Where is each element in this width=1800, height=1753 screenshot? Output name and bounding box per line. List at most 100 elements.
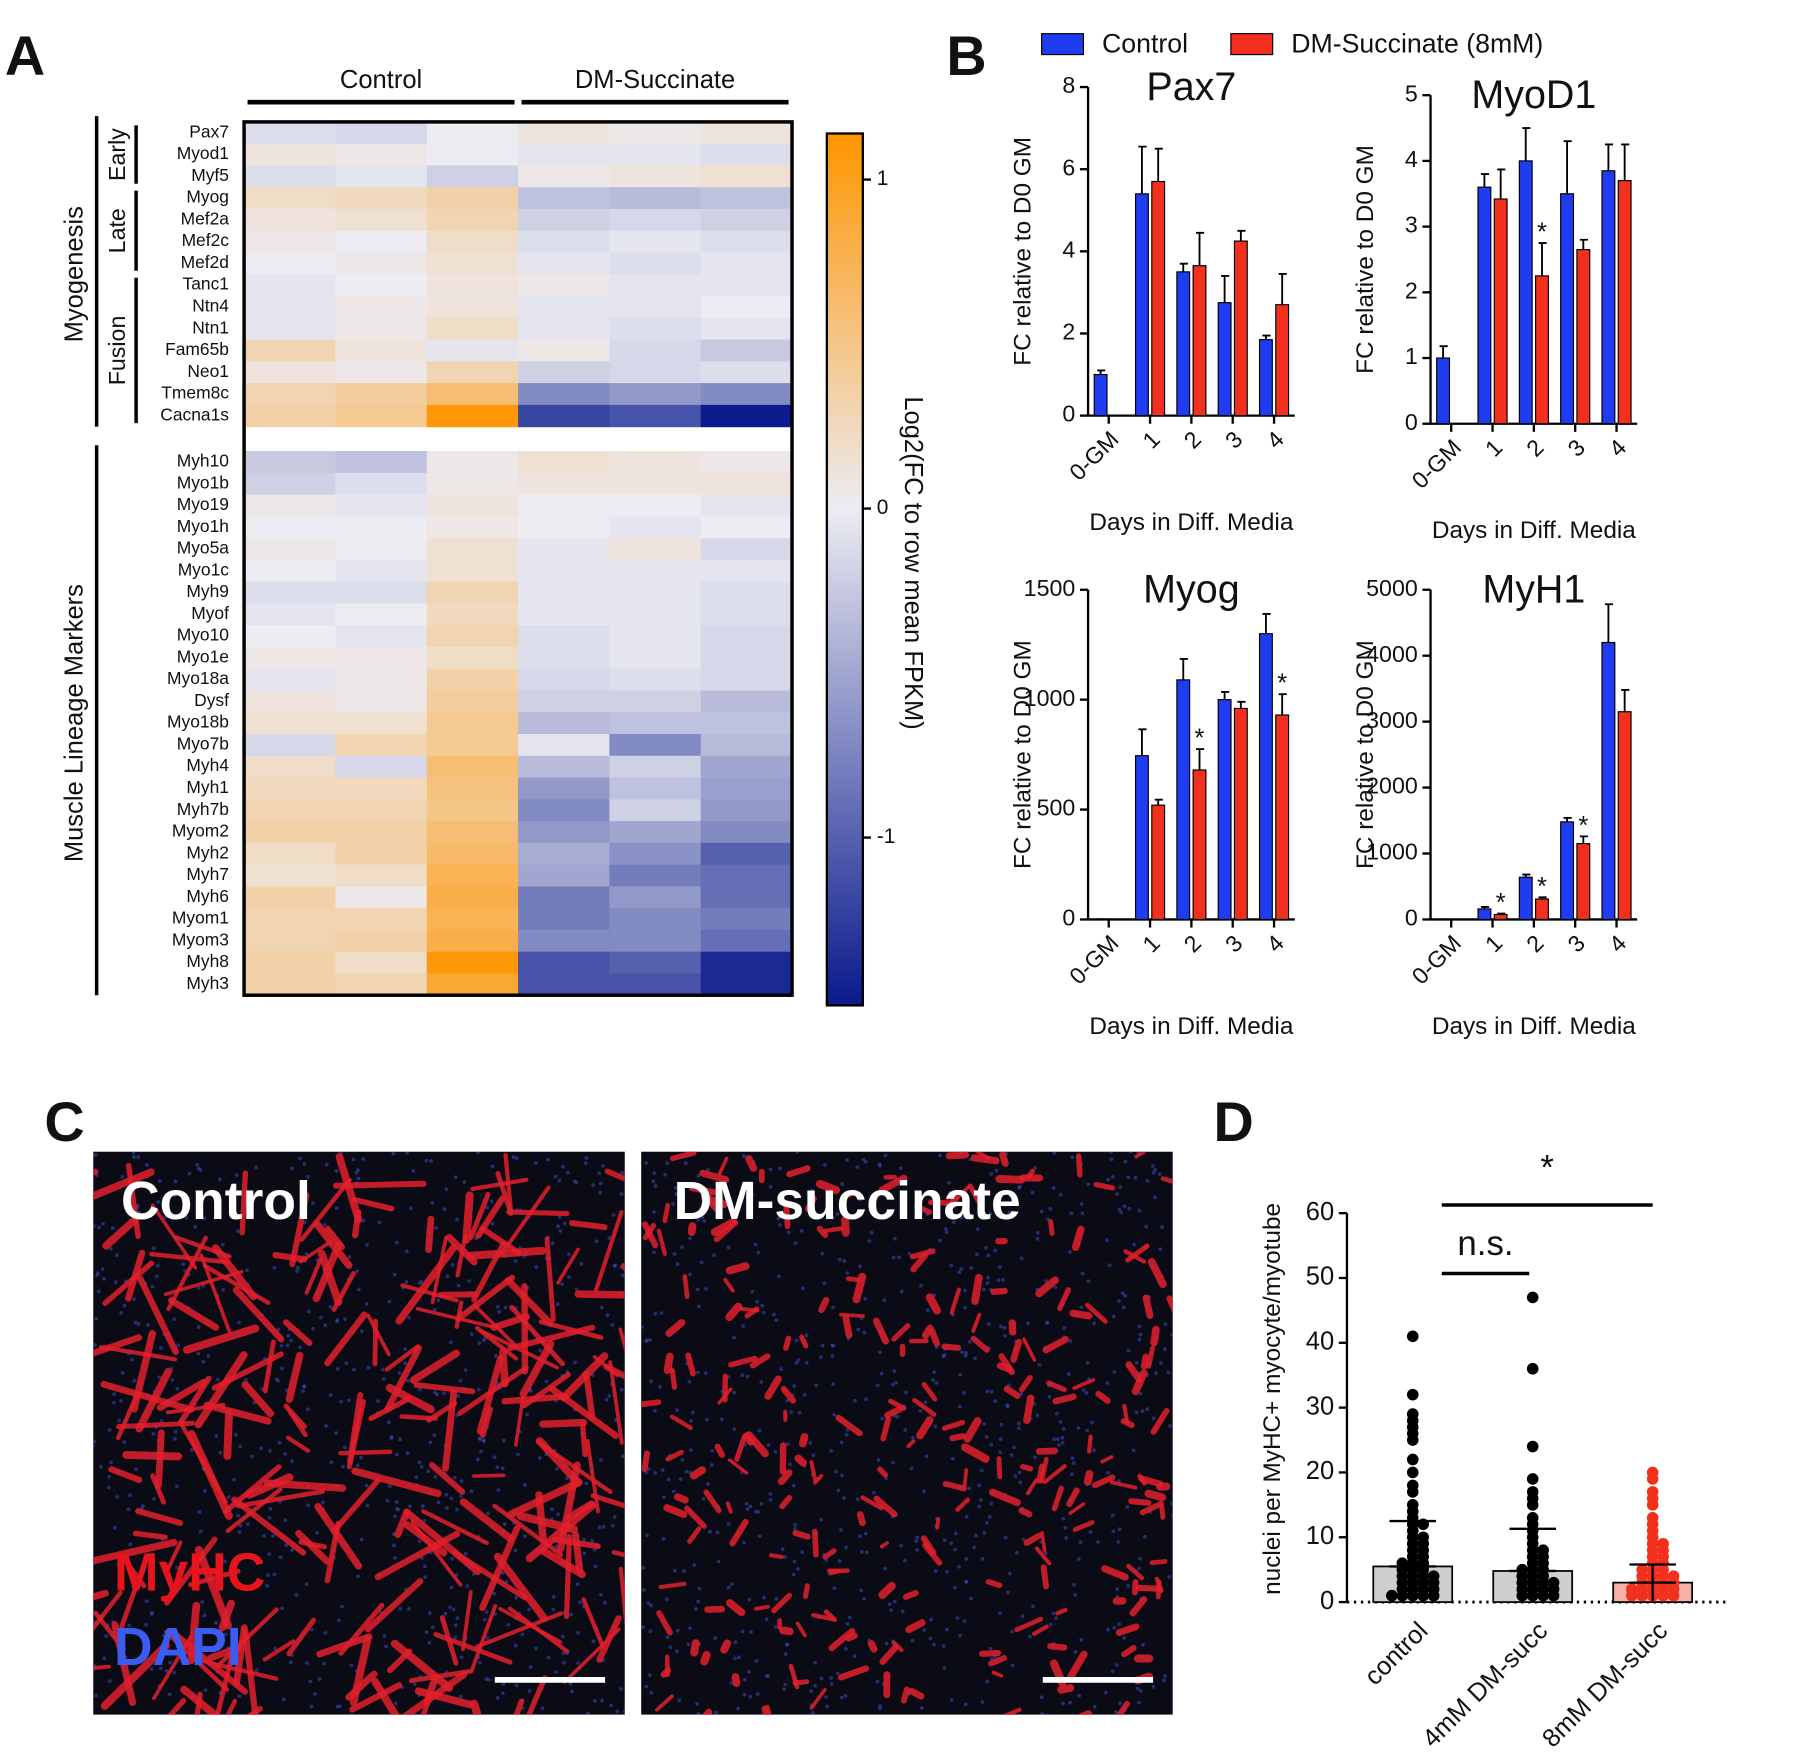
heatmap-cell <box>335 581 428 604</box>
myotube <box>324 1311 368 1367</box>
nucleus <box>1121 1305 1126 1310</box>
nucleus <box>234 1173 239 1177</box>
data-point <box>1526 1473 1539 1485</box>
nucleus <box>984 1435 989 1439</box>
nucleus <box>1076 1426 1081 1430</box>
myotube <box>901 1686 910 1704</box>
nucleus <box>356 1176 361 1181</box>
nucleus <box>96 1271 100 1275</box>
row-label: Myo1c <box>178 559 230 579</box>
myotube <box>880 1416 892 1442</box>
nucleus <box>1066 1372 1071 1377</box>
heatmap-cell <box>518 383 610 406</box>
myotube <box>428 1462 466 1495</box>
myotube <box>829 1568 841 1576</box>
colorbar-label: Log2(FC to row mean FPKM) <box>899 396 927 729</box>
nucleus <box>993 1248 998 1253</box>
heatmap-cell <box>335 317 428 341</box>
heatmap-cell <box>426 908 519 931</box>
myotube <box>1040 1531 1047 1553</box>
nucleus <box>442 1207 447 1211</box>
myotube <box>476 1355 504 1435</box>
nucleus <box>958 1372 963 1377</box>
nucleus <box>789 1410 794 1414</box>
myotube <box>618 1327 625 1354</box>
myotube <box>385 1383 435 1414</box>
heatmap-cell <box>244 821 336 844</box>
myotube <box>495 1171 514 1216</box>
heatmap-cell <box>609 733 702 757</box>
heatmap-cell <box>609 559 702 583</box>
myotube <box>93 1590 123 1632</box>
nucleus <box>411 1168 416 1173</box>
nucleus <box>593 1564 598 1569</box>
heatmap-cell <box>426 339 519 362</box>
nucleus <box>305 1661 309 1665</box>
myotube <box>845 1632 858 1642</box>
nucleus <box>837 1559 842 1563</box>
nucleus <box>777 1223 782 1227</box>
nucleus <box>895 1415 900 1419</box>
heatmap-cell <box>518 165 610 188</box>
nucleus <box>932 1642 937 1647</box>
nucleus <box>975 1227 980 1231</box>
myotube <box>472 1473 506 1478</box>
myotube <box>1057 1287 1072 1311</box>
myotube <box>330 1478 381 1535</box>
myotube <box>466 1246 547 1260</box>
error-bar <box>1278 693 1287 716</box>
nucleus <box>774 1625 778 1629</box>
nucleus <box>218 1450 223 1455</box>
bar <box>1493 198 1508 425</box>
nucleus <box>980 1700 985 1704</box>
myotube <box>152 1634 193 1701</box>
myotube <box>662 1202 671 1224</box>
error-bar <box>1179 262 1188 272</box>
nucleus <box>1134 1410 1139 1415</box>
nucleus <box>409 1206 413 1210</box>
nucleus <box>555 1302 560 1306</box>
nucleus <box>999 1422 1004 1427</box>
y-tick-label: 0 <box>1405 409 1418 435</box>
nucleus <box>149 1667 154 1671</box>
nucleus <box>484 1677 489 1681</box>
heatmap-cell <box>426 581 519 604</box>
heatmap-cell <box>335 864 428 887</box>
nucleus <box>710 1448 715 1453</box>
nucleus <box>322 1661 327 1666</box>
nucleus <box>233 1432 238 1437</box>
heatmap-cell <box>244 842 336 866</box>
nucleus <box>284 1543 289 1548</box>
nucleus <box>196 1286 201 1290</box>
heatmap-cell <box>700 317 793 341</box>
nucleus <box>359 1329 364 1334</box>
heatmap-cell <box>609 777 702 800</box>
nucleus <box>673 1185 678 1190</box>
heatmap-cell <box>244 252 336 275</box>
colorbar-tick-label: -1 <box>877 825 896 848</box>
myotube <box>225 1698 238 1715</box>
nucleus <box>408 1504 412 1509</box>
nucleus <box>822 1281 827 1286</box>
nucleus <box>355 1463 360 1468</box>
heatmap-cell <box>335 494 428 517</box>
nucleus <box>1144 1224 1149 1229</box>
myotube <box>519 1340 555 1398</box>
row-label: Myo19 <box>177 494 229 514</box>
nucleus <box>969 1266 974 1270</box>
nucleus <box>984 1246 988 1250</box>
myotube <box>1109 1480 1138 1490</box>
nucleus <box>859 1550 864 1554</box>
nucleus <box>133 1320 138 1325</box>
nucleus <box>551 1607 556 1612</box>
myotube <box>469 1604 498 1674</box>
myotube <box>499 1348 509 1388</box>
myotube <box>390 1639 454 1692</box>
nucleus <box>933 1569 938 1574</box>
heatmap-cell <box>609 516 702 539</box>
nucleus <box>818 1355 823 1360</box>
nucleus <box>99 1465 103 1469</box>
heatmap-cell <box>426 625 519 648</box>
nucleus <box>783 1652 788 1656</box>
nucleus <box>551 1594 556 1599</box>
